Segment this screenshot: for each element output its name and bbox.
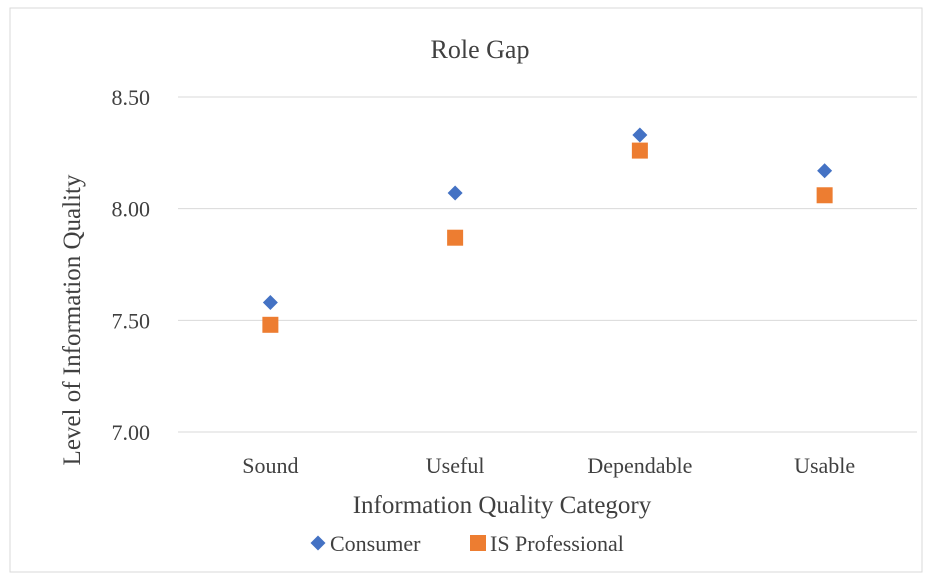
y-axis-ticks: 7.00 7.50 8.00 8.50 [112,85,151,445]
data-point-square [262,316,279,333]
y-axis-label: Level of Information Quality [59,174,86,465]
data-point-diamond [262,294,278,310]
x-tick-label: Sound [242,453,298,478]
data-point-square [631,142,648,159]
data-point-diamond [817,163,833,179]
legend-label: Consumer [330,531,421,556]
chart-frame [9,7,923,573]
x-tick-label: Dependable [587,453,692,478]
data-point-diamond [447,185,463,201]
data-point-diamond [632,127,648,143]
x-tick-label: Useful [426,453,485,478]
data-points [262,127,833,333]
data-point-square [447,229,464,246]
gridlines [178,96,917,433]
x-axis-ticks: Sound Useful Dependable Usable [242,453,855,478]
y-tick-label: 7.00 [112,420,151,445]
legend-marker-square [470,535,486,551]
x-tick-label: Usable [794,453,855,478]
y-tick-label: 7.50 [112,308,151,333]
y-tick-label: 8.00 [112,197,151,222]
legend-marker-diamond [310,535,326,551]
chart-title: Role Gap [431,35,530,64]
x-axis-label: Information Quality Category [353,492,652,519]
legend: Consumer IS Professional [310,531,624,556]
data-point-square [816,187,833,204]
legend-label: IS Professional [490,531,624,556]
y-tick-label: 8.50 [112,85,151,110]
